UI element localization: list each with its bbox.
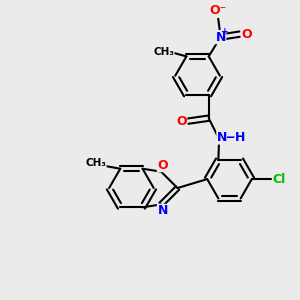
Text: CH₃: CH₃	[153, 47, 174, 57]
Text: Cl: Cl	[273, 172, 286, 186]
Text: O: O	[241, 28, 252, 40]
Text: O⁻: O⁻	[210, 4, 227, 17]
Text: +: +	[220, 27, 228, 36]
Text: N: N	[215, 31, 226, 44]
Text: N‒H: N‒H	[217, 131, 246, 144]
Text: O: O	[157, 159, 168, 172]
Text: N: N	[158, 204, 168, 218]
Text: O: O	[176, 115, 187, 128]
Text: CH₃: CH₃	[85, 158, 106, 168]
